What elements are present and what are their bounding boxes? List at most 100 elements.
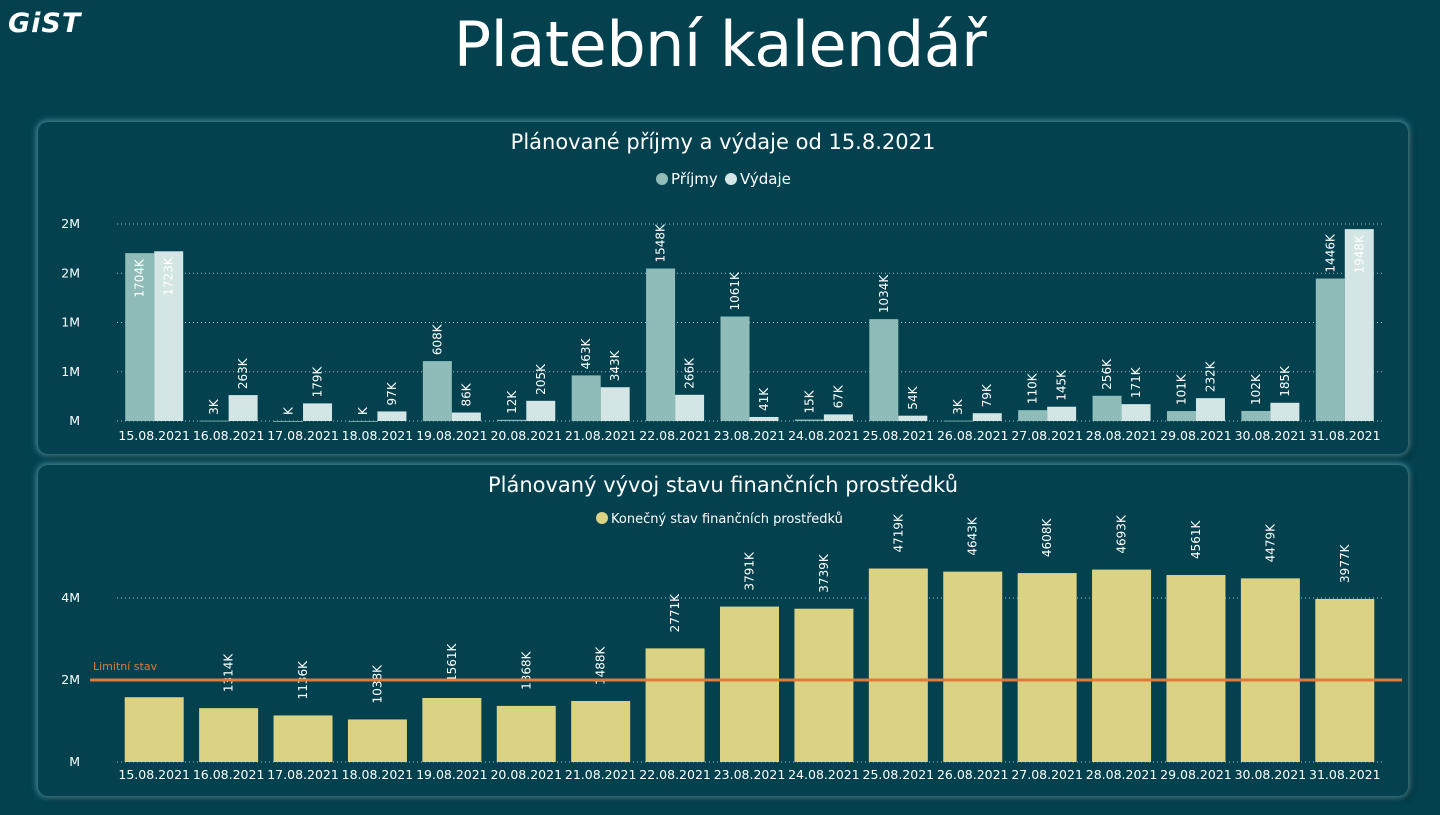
income-expense-panel: Plánované příjmy a výdaje od 15.8.2021 Př…: [38, 122, 1408, 454]
bar-expense: [526, 400, 556, 421]
data-label: 608K: [430, 323, 444, 355]
bar-balance: [1240, 578, 1300, 762]
data-label: 4608K: [1040, 518, 1054, 558]
bar-income: [943, 420, 973, 422]
x-tick-label: 17.08.2021: [267, 428, 339, 443]
data-label: 1314K: [222, 653, 236, 693]
bar-balance: [1092, 569, 1152, 762]
x-tick-label: 23.08.2021: [714, 767, 786, 782]
bar-expense: [154, 251, 184, 421]
data-label: 97K: [385, 381, 399, 405]
x-tick-label: 28.08.2021: [1086, 428, 1158, 443]
x-tick-label: 31.08.2021: [1309, 767, 1381, 782]
bar-balance: [273, 715, 333, 762]
x-tick-label: 27.08.2021: [1011, 767, 1083, 782]
data-label: 1548K: [654, 223, 668, 263]
x-tick-label: 25.08.2021: [863, 428, 935, 443]
x-tick-label: 26.08.2021: [937, 428, 1009, 443]
x-tick-label: 16.08.2021: [193, 428, 265, 443]
bar-income: [720, 316, 750, 421]
bar-balance: [943, 571, 1003, 762]
x-tick-label: 21.08.2021: [565, 767, 637, 782]
data-label: K: [282, 406, 296, 415]
bar-expense: [1344, 229, 1374, 421]
x-tick-label: 21.08.2021: [565, 428, 637, 443]
data-label: 101K: [1174, 373, 1188, 405]
data-label: 1561K: [445, 642, 459, 682]
x-tick-label: 22.08.2021: [639, 428, 711, 443]
legend-marker-income: [656, 173, 668, 185]
bar-balance: [496, 705, 556, 762]
bar-income: [794, 419, 824, 421]
data-label: K: [356, 406, 370, 415]
bar-income: [1166, 411, 1196, 421]
data-label: 3739K: [817, 553, 831, 593]
bar-balance: [422, 697, 482, 762]
y-tick-label: 2M: [61, 672, 80, 687]
bar-balance: [720, 606, 779, 762]
data-label: 1038K: [370, 664, 384, 704]
data-label: 4561K: [1189, 519, 1203, 559]
data-label: 256K: [1100, 358, 1114, 390]
bar-balance: [645, 648, 705, 762]
income-expense-chart: Plánované příjmy a výdaje od 15.8.2021 Př…: [61, 130, 1382, 443]
y-tick-label: 2M: [61, 216, 80, 231]
bar-expense: [675, 394, 705, 421]
balance-panel: Plánovaný vývoj stavu finančních prostře…: [38, 465, 1408, 796]
x-tick-label: 30.08.2021: [1235, 767, 1307, 782]
data-label: 1488K: [594, 645, 608, 685]
data-label: 171K: [1129, 366, 1143, 398]
y-tick-label: 4M: [61, 590, 80, 605]
data-label: 3K: [951, 398, 965, 415]
x-tick-label: 15.08.2021: [118, 428, 190, 443]
data-label: 263K: [236, 357, 250, 389]
x-tick-label: 26.08.2021: [937, 767, 1009, 782]
bar-balance: [868, 568, 928, 762]
bar-income: [646, 268, 676, 421]
x-tick-label: 31.08.2021: [1309, 428, 1381, 443]
bar-balance: [571, 700, 631, 762]
x-tick-label: 20.08.2021: [490, 428, 562, 443]
bar-income: [199, 420, 229, 422]
data-label: 86K: [459, 382, 473, 406]
x-tick-label: 29.08.2021: [1160, 428, 1232, 443]
x-tick-label: 23.08.2021: [714, 428, 786, 443]
bar-balance: [1017, 573, 1077, 762]
data-label: 15K: [802, 389, 816, 413]
bar-expense: [1121, 404, 1151, 421]
bar-expense: [600, 387, 630, 421]
data-label: 343K: [608, 349, 622, 381]
balance-chart: Plánovaný vývoj stavu finančních prostře…: [61, 473, 1402, 782]
x-tick-label: 19.08.2021: [416, 767, 488, 782]
x-tick-label: 15.08.2021: [118, 767, 190, 782]
bar-expense: [1270, 402, 1300, 421]
data-label: 110K: [1026, 372, 1040, 404]
data-label: 41K: [757, 387, 771, 411]
x-tick-label: 25.08.2021: [863, 767, 935, 782]
bar-expense: [972, 413, 1002, 421]
y-tick-label: 1M: [61, 364, 80, 379]
legend-label-balance: Konečný stav finančních prostředků: [611, 512, 843, 527]
bar-income: [1315, 278, 1345, 421]
data-label: 1446K: [1323, 233, 1337, 273]
bar-income: [497, 419, 527, 421]
limit-line-label: Limitní stav: [93, 660, 158, 673]
data-label: 1704K: [133, 258, 147, 298]
bar-expense: [377, 411, 407, 421]
page-title: Platební kalendář: [453, 8, 987, 81]
x-tick-label: 18.08.2021: [342, 767, 414, 782]
data-label: 12K: [505, 390, 519, 414]
x-tick-label: 17.08.2021: [267, 767, 339, 782]
bar-income: [422, 361, 452, 421]
x-tick-label: 24.08.2021: [788, 767, 860, 782]
data-label: 3977K: [1338, 543, 1352, 583]
data-label: 205K: [534, 363, 548, 395]
data-label: 1948K: [1352, 234, 1366, 274]
bar-expense: [451, 412, 481, 421]
y-tick-label: M: [69, 413, 80, 428]
data-label: 266K: [683, 357, 697, 389]
data-label: 4643K: [966, 516, 980, 556]
chart-title: Plánovaný vývoj stavu finančních prostře…: [488, 473, 958, 497]
x-tick-label: 30.08.2021: [1235, 428, 1307, 443]
x-tick-label: 18.08.2021: [342, 428, 414, 443]
